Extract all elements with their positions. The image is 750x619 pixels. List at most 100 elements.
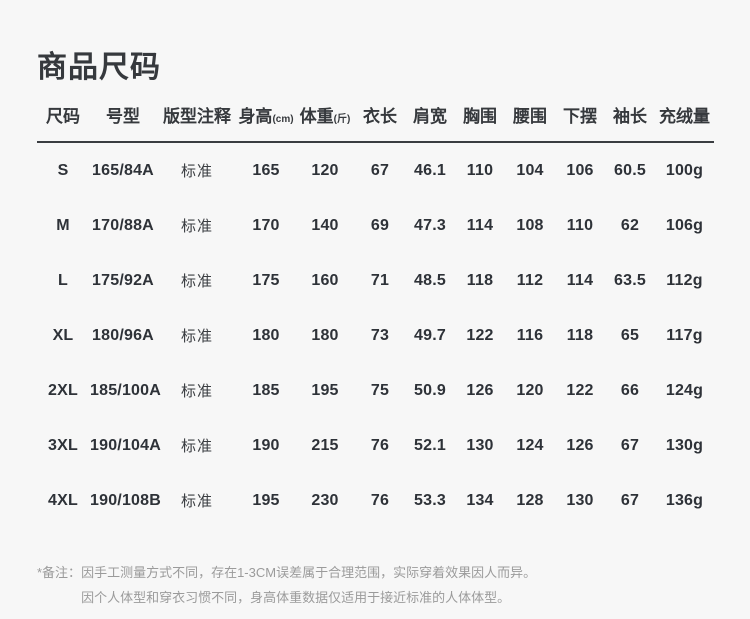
cell: 49.7: [414, 326, 446, 344]
table-row: 2XL 185/100A 标准 185 195 75 50.9 126 120 122 66 124g: [37, 363, 714, 418]
column-header-0: 尺码: [37, 102, 89, 143]
cell: 标准: [180, 328, 213, 345]
cell: 104: [516, 161, 544, 179]
cell: 124: [516, 436, 544, 454]
cell: 69: [370, 216, 390, 234]
cell: 4XL: [48, 491, 78, 509]
cell: 48.5: [414, 271, 446, 289]
cell: XL: [52, 326, 74, 344]
cell: 126: [466, 381, 494, 399]
cell: 180: [311, 326, 339, 344]
cell: 53.3: [414, 491, 446, 509]
column-header-1: 号型: [89, 102, 157, 143]
footnote-label: *备注：: [37, 565, 82, 580]
cell: 120: [311, 161, 339, 179]
cell: S: [57, 161, 69, 179]
cell: 118: [566, 326, 594, 344]
column-header-10: 袖长: [605, 102, 655, 143]
cell: 75: [370, 381, 390, 399]
cell: 190/104A: [90, 436, 161, 454]
footnote-line: 因手工测量方式不同，存在1-3CM误差属于合理范围，实际穿着效果因人而异。: [81, 565, 537, 580]
table-row: XL 180/96A 标准 180 180 73 49.7 122 116 118 65 117g: [37, 308, 714, 363]
cell: 73: [370, 326, 390, 344]
cell: 76: [370, 491, 390, 509]
table-row: 4XL 190/108B 标准 195 230 76 53.3 134 128 130 67 136g: [37, 473, 714, 528]
cell: 标准: [180, 383, 213, 400]
cell: 108: [516, 216, 544, 234]
cell: 67: [620, 436, 640, 454]
cell: 170/88A: [92, 216, 154, 234]
column-header-6: 肩宽: [405, 102, 455, 143]
cell: 116: [516, 326, 544, 344]
cell: 71: [370, 271, 390, 289]
cell: 67: [370, 161, 390, 179]
cell: 215: [311, 436, 339, 454]
table-row: M 170/88A 标准 170 140 69 47.3 114 108 110 62 106g: [37, 198, 714, 253]
cell: 114: [566, 271, 594, 289]
cell: 136g: [665, 491, 704, 509]
cell: 185/100A: [90, 381, 161, 399]
cell: 140: [311, 216, 339, 234]
cell: 标准: [180, 438, 213, 455]
column-header-2: 版型注释: [157, 102, 237, 143]
cell: 63.5: [614, 271, 646, 289]
column-unit-3: (cm): [272, 114, 294, 125]
cell: 126: [566, 436, 594, 454]
column-header-5: 衣长: [355, 102, 405, 143]
cell: 118: [466, 271, 494, 289]
cell: 170: [252, 216, 280, 234]
cell: 128: [516, 491, 544, 509]
cell: 60.5: [614, 161, 646, 179]
cell: 50.9: [414, 381, 446, 399]
cell: L: [58, 271, 68, 289]
column-header-9: 下摆: [555, 102, 605, 143]
cell: 134: [466, 491, 494, 509]
cell: 185: [252, 381, 280, 399]
cell: 180: [252, 326, 280, 344]
cell: 100g: [665, 161, 704, 179]
cell: 230: [311, 491, 339, 509]
cell: 66: [620, 381, 640, 399]
cell: 47.3: [414, 216, 446, 234]
cell: 195: [252, 491, 280, 509]
table-row: 3XL 190/104A 标准 190 215 76 52.1 130 124 126 67 130g: [37, 418, 714, 473]
column-header-8: 腰围: [505, 102, 555, 143]
cell: 130: [466, 436, 494, 454]
cell: 175/92A: [92, 271, 154, 289]
cell: 195: [311, 381, 339, 399]
cell: 117g: [666, 326, 703, 344]
column-header-3: 身高(cm): [237, 102, 295, 143]
cell: 130: [566, 491, 594, 509]
cell: 112g: [666, 271, 703, 289]
cell: 165: [252, 161, 280, 179]
column-header-11: 充绒量: [655, 102, 714, 143]
table-header-row: 尺码 号型 版型注释 身高(cm) 体重(斤) 衣长 肩宽 胸围 腰围 下摆 袖长 充绒量: [37, 102, 714, 143]
cell: 160: [311, 271, 339, 289]
size-table: 尺码 号型 版型注释 身高(cm) 体重(斤) 衣长 肩宽 胸围 腰围 下摆 袖长 充绒量 S 165/…: [37, 102, 714, 528]
column-header-7: 胸围: [455, 102, 505, 143]
column-header-4: 体重(斤): [295, 102, 355, 143]
cell: 46.1: [414, 161, 446, 179]
cell: 190/108B: [90, 491, 161, 509]
cell: 62: [620, 216, 640, 234]
cell: 122: [466, 326, 494, 344]
page-title: 商品尺码: [37, 51, 161, 84]
cell: M: [56, 216, 70, 234]
cell: 110: [566, 216, 594, 234]
table-row: S 165/84A 标准 165 120 67 46.1 110 104 106 60.5 100g: [37, 142, 714, 198]
cell: 112: [516, 271, 544, 289]
cell: 114: [466, 216, 494, 234]
cell: 3XL: [48, 436, 78, 454]
cell: 52.1: [414, 436, 446, 454]
footnote-line: 因个人体型和穿衣习惯不同，身高体重数据仅适用于接近标准的人体体型。: [81, 590, 511, 605]
footnote-lines: 因手工测量方式不同，存在1-3CM误差属于合理范围，实际穿着效果因人而异。 因个人…: [81, 560, 536, 610]
cell: 标准: [180, 273, 213, 290]
cell: 标准: [180, 218, 213, 235]
cell: 标准: [180, 163, 213, 180]
cell: 120: [516, 381, 544, 399]
cell: 标准: [180, 493, 213, 510]
cell: 106g: [665, 216, 704, 234]
cell: 165/84A: [92, 161, 154, 179]
cell: 65: [620, 326, 640, 344]
cell: 175: [252, 271, 280, 289]
